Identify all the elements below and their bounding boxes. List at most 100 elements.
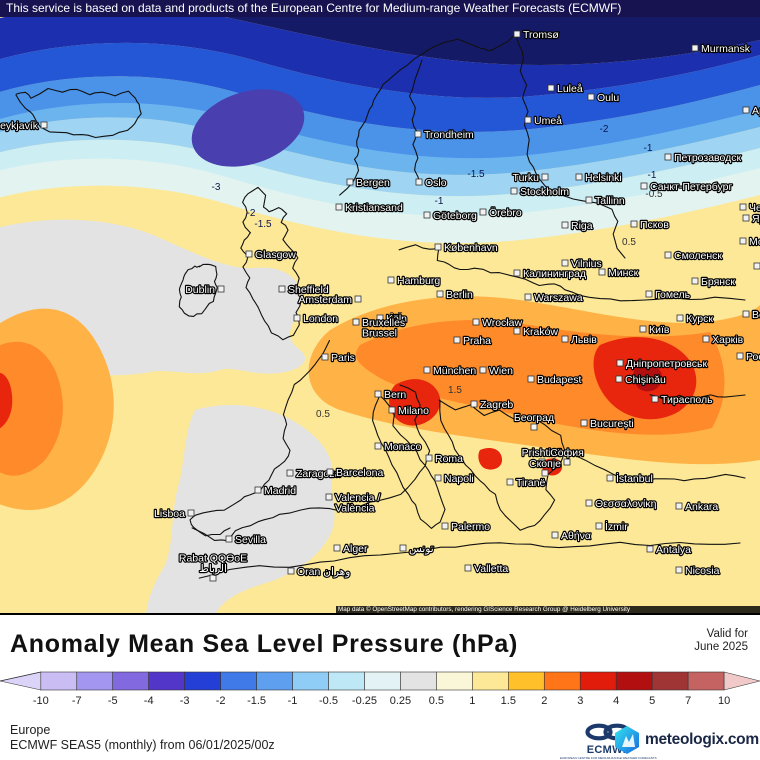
svg-text:Псков: Псков	[640, 219, 669, 231]
svg-text:-1: -1	[644, 143, 653, 154]
svg-text:Lisboa: Lisboa	[154, 508, 185, 520]
svg-text:Sheffield: Sheffield	[288, 284, 329, 296]
svg-text:Zaragoza: Zaragoza	[296, 468, 341, 480]
svg-text:Turku: Turku	[513, 172, 540, 184]
svg-text:Berlin: Berlin	[446, 289, 473, 301]
svg-text:Wrocław: Wrocław	[482, 317, 522, 329]
svg-text:Stockholm: Stockholm	[520, 186, 569, 198]
svg-text:-1: -1	[435, 196, 444, 207]
svg-text:1.5: 1.5	[501, 695, 516, 707]
svg-text:Valletta: Valletta	[474, 563, 508, 575]
svg-text:-10: -10	[33, 695, 49, 707]
svg-text:Milano: Milano	[398, 405, 429, 417]
svg-text:Санкт-Петербург: Санкт-Петербург	[650, 181, 733, 193]
svg-text:Barcelona: Barcelona	[336, 467, 383, 479]
svg-text:Paris: Paris	[331, 352, 355, 364]
svg-text:Oslo: Oslo	[425, 177, 447, 189]
svg-text:Dublin: Dublin	[185, 284, 215, 296]
svg-text:4: 4	[613, 695, 619, 707]
svg-text:Warszawa: Warszawa	[534, 292, 583, 304]
svg-text:-0.25: -0.25	[352, 695, 377, 707]
svg-text:Luleå: Luleå	[557, 83, 583, 95]
svg-text:10: 10	[718, 695, 730, 707]
svg-text:Воронеж: Воронеж	[752, 309, 760, 321]
svg-text:Ankara: Ankara	[685, 501, 718, 513]
svg-text:Смоленск: Смоленск	[674, 250, 722, 262]
svg-text:Львів: Львів	[571, 334, 597, 346]
svg-text:0.5: 0.5	[316, 409, 330, 420]
svg-text:Oulu: Oulu	[597, 92, 619, 104]
svg-text:7: 7	[685, 695, 691, 707]
svg-text:الرباط: الرباط	[199, 563, 227, 575]
svg-text:Минск: Минск	[608, 267, 639, 279]
svg-text:Тирасполь: Тирасполь	[661, 394, 713, 406]
svg-text:5: 5	[649, 695, 655, 707]
svg-text:München: München	[433, 365, 476, 377]
svg-text:-1.5: -1.5	[247, 695, 266, 707]
svg-text:2: 2	[541, 695, 547, 707]
svg-text:-0.5: -0.5	[319, 695, 338, 707]
svg-text:Riga: Riga	[571, 220, 593, 232]
svg-text:Архангельск: Архангельск	[752, 105, 760, 117]
svg-text:-1: -1	[648, 170, 657, 181]
svg-text:0.5: 0.5	[622, 237, 636, 248]
svg-text:Калининград: Калининград	[523, 268, 586, 280]
svg-text:Sevilla: Sevilla	[235, 534, 266, 546]
svg-text:1.5: 1.5	[448, 385, 462, 396]
svg-text:Bern: Bern	[384, 389, 406, 401]
svg-text:-1.5: -1.5	[254, 219, 272, 230]
svg-text:Reykjavík: Reykjavík	[0, 120, 39, 132]
svg-text:Budapest: Budapest	[537, 374, 581, 386]
svg-text:تونس: تونس	[409, 543, 434, 555]
svg-text:Петрозаводск: Петрозаводск	[674, 152, 742, 164]
svg-text:-2: -2	[600, 124, 609, 135]
svg-text:Θεσσαλονίκη: Θεσσαλονίκη	[595, 498, 657, 510]
svg-text:Київ: Київ	[649, 324, 670, 336]
svg-text:Brussel: Brussel	[362, 328, 397, 340]
svg-text:Kraków: Kraków	[523, 326, 558, 338]
svg-text:Tiranë: Tiranë	[516, 477, 546, 489]
svg-text:-5: -5	[108, 695, 118, 707]
svg-text:-3: -3	[212, 182, 221, 193]
svg-text:Zagreb: Zagreb	[480, 399, 513, 411]
svg-text:Monaco: Monaco	[384, 441, 422, 453]
svg-text:Örebro: Örebro	[489, 207, 522, 219]
svg-text:Дніпропетровськ: Дніпропетровськ	[626, 358, 707, 370]
svg-text:Харків: Харків	[712, 334, 744, 346]
svg-text:-2: -2	[247, 208, 256, 219]
svg-text:Ярославль: Ярославль	[752, 213, 760, 225]
svg-text:València: València	[335, 503, 375, 515]
svg-text:Umeå: Umeå	[534, 115, 562, 127]
svg-text:Брянск: Брянск	[701, 276, 735, 288]
svg-text:Napoli: Napoli	[444, 473, 474, 485]
svg-text:Bergen: Bergen	[356, 177, 390, 189]
svg-text:Kristiansand: Kristiansand	[345, 202, 403, 214]
svg-text:-2: -2	[216, 695, 226, 707]
svg-text:Göteborg: Göteborg	[433, 210, 477, 222]
svg-text:København: København	[444, 242, 498, 254]
svg-text:Скопје: Скопје	[529, 458, 561, 470]
svg-text:Курск: Курск	[686, 313, 713, 325]
svg-text:-7: -7	[72, 695, 82, 707]
svg-text:Oran وهران: Oran وهران	[297, 566, 350, 578]
svg-text:Hamburg: Hamburg	[397, 275, 440, 287]
svg-text:Roma: Roma	[435, 453, 463, 465]
svg-text:-1.5: -1.5	[467, 169, 485, 180]
svg-text:Glasgow: Glasgow	[255, 249, 296, 261]
svg-text:0.25: 0.25	[390, 695, 411, 707]
svg-text:0.5: 0.5	[429, 695, 444, 707]
svg-text:-4: -4	[144, 695, 154, 707]
svg-text:Москва: Москва	[749, 236, 760, 248]
svg-text:Trondheim: Trondheim	[424, 129, 474, 141]
svg-text:Praha: Praha	[463, 335, 491, 347]
svg-text:Nicosia: Nicosia	[685, 565, 720, 577]
svg-text:Αθήνα: Αθήνα	[561, 530, 591, 542]
svg-text:Ростов: Ростов	[746, 351, 760, 363]
svg-text:Antalya: Antalya	[656, 544, 691, 556]
svg-text:3: 3	[577, 695, 583, 707]
svg-text:Wien: Wien	[489, 365, 513, 377]
svg-text:Palermo: Palermo	[451, 521, 490, 533]
svg-text:Tromsø: Tromsø	[523, 29, 559, 41]
svg-text:-3: -3	[180, 695, 190, 707]
svg-text:Murmansk: Murmansk	[701, 43, 751, 55]
